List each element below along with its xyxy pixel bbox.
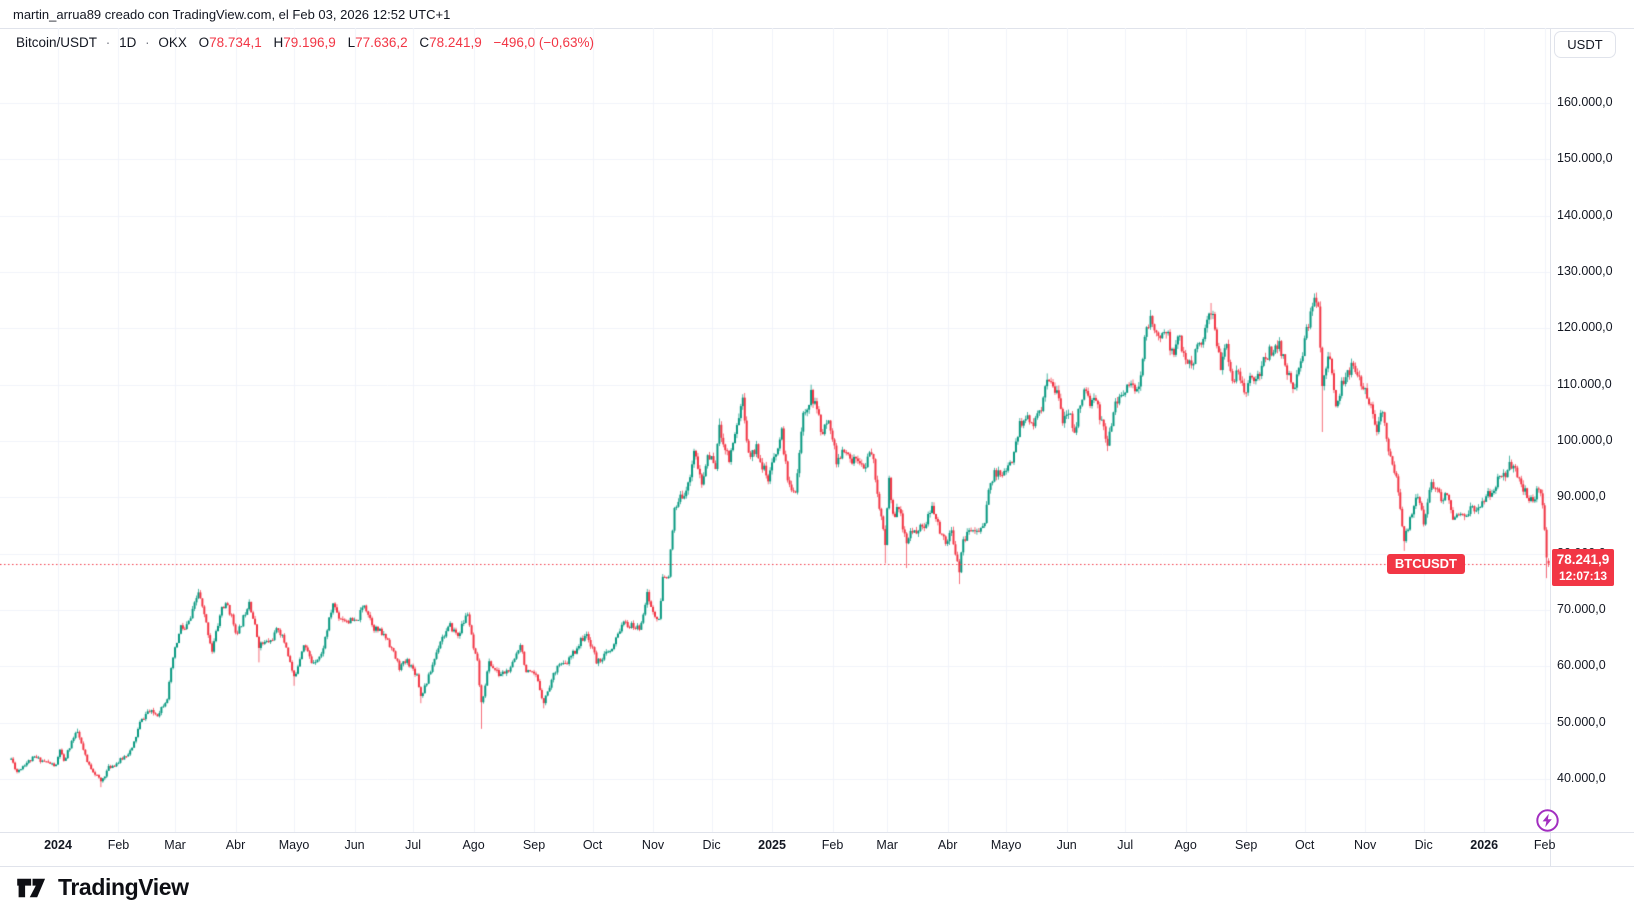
x-axis-label: Mar [164, 838, 186, 852]
y-axis-label: 50.000,0 [1557, 714, 1606, 729]
y-axis-label: 70.000,0 [1557, 601, 1606, 616]
x-axis-label: 2026 [1470, 838, 1499, 852]
legend-separator: · [105, 35, 111, 50]
x-axis-label: Abr [225, 838, 246, 852]
x-axis-label: Jul [1117, 838, 1134, 852]
x-axis-label: Oct [582, 838, 603, 852]
y-axis-label: 100.000,0 [1557, 432, 1613, 447]
chart-legend[interactable]: Bitcoin/USDT · 1D · OKX O78.734,1 H79.19… [16, 35, 594, 50]
legend-separator: · [145, 35, 150, 50]
x-axis-label: Nov [1354, 838, 1377, 852]
x-axis-label: Jul [405, 838, 422, 852]
legend-high-label: H [273, 35, 284, 50]
watermark-attribution: martin_arrua89 creado con TradingView.co… [13, 7, 451, 22]
x-axis-label: Dic [702, 838, 721, 852]
y-axis-label: 150.000,0 [1557, 151, 1613, 166]
x-axis-label: 2025 [758, 838, 786, 852]
x-axis-label: Jun [1056, 838, 1077, 852]
legend-change: −496,0 (−0,63%) [493, 35, 595, 50]
y-axis-label: 110.000,0 [1557, 376, 1612, 391]
legend-interval: 1D [119, 35, 137, 50]
candlestick-canvas[interactable] [0, 28, 1550, 832]
legend-low-value: 77.636,2 [355, 35, 408, 50]
legend-high-value: 79.196,9 [283, 35, 336, 50]
y-axis-label: 90.000,0 [1557, 489, 1606, 504]
y-axis-label: 120.000,0 [1557, 320, 1613, 335]
legend-close-label: C [419, 35, 430, 50]
legend-exchange: OKX [158, 35, 187, 50]
x-axis-label: Mayo [990, 838, 1022, 852]
legend-open-value: 78.734,1 [209, 35, 262, 50]
time-axis[interactable]: 2024 Feb Mar Abr Mayo Jun Jul Ago Sep Oct Nov Dic 20… [0, 832, 1555, 866]
x-axis-label: Oct [1294, 838, 1315, 852]
y-axis-label: 140.000,0 [1557, 207, 1613, 222]
legend-symbol: Bitcoin/USDT [16, 35, 98, 50]
x-axis-label: 2024 [44, 838, 72, 852]
y-axis-label: 160.000,0 [1557, 95, 1613, 109]
x-axis-label: Abr [937, 838, 958, 852]
current-price-badge: 78.241,9 12:07:13 [1552, 548, 1614, 586]
chart-plot-area[interactable]: BTCUSDT [0, 28, 1550, 832]
x-axis-label: Sep [522, 838, 546, 852]
tradingview-logo-text: TradingView [58, 874, 189, 900]
y-axis-label: 130.000,0 [1557, 263, 1613, 278]
x-axis-label: Ago [462, 838, 485, 852]
currency-toggle-button[interactable]: USDT [1554, 31, 1616, 58]
lightning-marker-icon[interactable] [1535, 808, 1560, 833]
candle-countdown: 12:07:13 [1558, 568, 1608, 583]
x-axis-label: Feb [107, 838, 130, 852]
x-axis-label: Nov [641, 838, 665, 852]
x-axis-label: Mar [876, 838, 898, 852]
y-axis-label: 60.000,0 [1557, 658, 1606, 673]
time-axis-border [0, 832, 1634, 833]
footer-brand[interactable]: TradingView [16, 874, 189, 901]
x-axis-label: Dic [1414, 838, 1433, 852]
x-axis-label: Feb [1533, 838, 1556, 852]
tradingview-logo-icon [17, 878, 46, 897]
legend-close-value: 78.241,9 [429, 35, 482, 50]
x-axis-label: Feb [821, 838, 844, 852]
current-price-value: 78.241,9 [1556, 551, 1610, 567]
y-axis-label: 40.000,0 [1557, 770, 1606, 785]
price-axis[interactable]: USDT 160.000,0 150.000,0 140.000,0 130.000,… [1550, 28, 1634, 866]
x-axis-label: Ago [1174, 838, 1197, 852]
price-line-symbol-badge: BTCUSDT [1386, 553, 1465, 574]
price-axis-border [1550, 28, 1551, 866]
legend-low-label: L [347, 35, 356, 50]
x-axis-label: Sep [1235, 838, 1258, 852]
x-axis-label: Jun [344, 838, 365, 852]
footer-divider [0, 866, 1634, 867]
x-axis-label: Mayo [278, 838, 310, 852]
legend-open-label: O [198, 35, 210, 50]
